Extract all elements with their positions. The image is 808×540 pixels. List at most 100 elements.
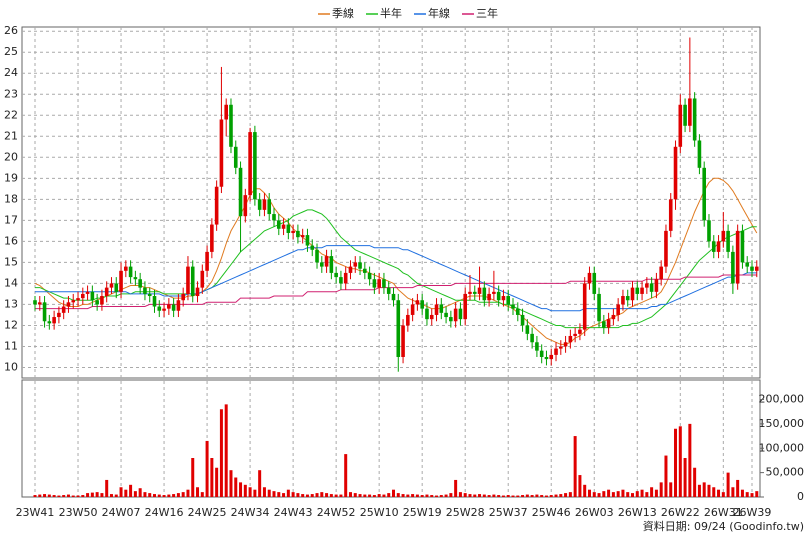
y2-tick-label: 200,000 bbox=[759, 393, 805, 406]
x-tick-label: 25W46 bbox=[532, 506, 571, 519]
volume-bar bbox=[420, 495, 424, 497]
volume-bar bbox=[516, 495, 520, 497]
volume-bar bbox=[478, 494, 482, 497]
volume-bar bbox=[717, 489, 721, 497]
candle-body bbox=[214, 186, 219, 225]
volume-bar bbox=[47, 494, 51, 497]
volume-bar bbox=[315, 493, 319, 497]
candle-body bbox=[143, 287, 147, 294]
volume-bar bbox=[387, 493, 391, 497]
volume-bar bbox=[501, 495, 505, 497]
panel-frame bbox=[21, 379, 761, 498]
volume-bar bbox=[540, 495, 544, 497]
x-tick-label: 24W34 bbox=[231, 506, 270, 519]
volume-bar bbox=[286, 489, 290, 497]
volume-bar bbox=[602, 491, 606, 497]
volume-bar bbox=[425, 494, 429, 497]
candle-body bbox=[377, 279, 381, 288]
candle-body bbox=[348, 266, 353, 273]
legend-label: 季線 bbox=[332, 6, 354, 20]
candle-body bbox=[61, 306, 66, 313]
candle-body bbox=[42, 302, 47, 322]
y-tick-label: 14 bbox=[4, 276, 18, 289]
candle-body bbox=[563, 342, 568, 347]
candle-body bbox=[171, 304, 176, 311]
candle-body bbox=[396, 300, 401, 357]
volume-bar bbox=[215, 467, 219, 497]
candle-body bbox=[71, 300, 76, 303]
candle-body bbox=[501, 296, 506, 301]
volume-bar bbox=[664, 455, 668, 497]
volume-bar bbox=[439, 495, 443, 497]
candle-body bbox=[692, 98, 697, 141]
volume-bar bbox=[449, 493, 453, 497]
candle-body bbox=[463, 293, 467, 320]
candle-body bbox=[195, 287, 200, 297]
candle-body bbox=[128, 266, 133, 278]
candle-body bbox=[544, 356, 549, 360]
volume-bar bbox=[320, 492, 324, 497]
volume-bar bbox=[57, 495, 61, 497]
candle-body bbox=[549, 354, 554, 360]
candle-body bbox=[248, 132, 252, 196]
volume-bar bbox=[401, 494, 405, 497]
candle-body bbox=[186, 266, 190, 294]
volume-bar bbox=[721, 492, 725, 497]
volume-bar bbox=[487, 495, 491, 497]
volume-bar bbox=[243, 484, 247, 497]
candle-body bbox=[124, 266, 128, 271]
volume-bar bbox=[191, 458, 195, 497]
volume-bar bbox=[267, 489, 271, 497]
y2-tick-label: 100,000 bbox=[759, 441, 805, 454]
candle-body bbox=[449, 317, 453, 322]
volume-bar bbox=[200, 492, 204, 497]
volume-bar bbox=[669, 482, 673, 497]
candle-body bbox=[726, 230, 730, 252]
volume-bar bbox=[377, 494, 381, 497]
volume-bar bbox=[277, 492, 281, 497]
volume-bar bbox=[272, 491, 276, 497]
volume-bar bbox=[454, 479, 458, 497]
volume-bar bbox=[90, 492, 94, 497]
volume-bar bbox=[573, 436, 577, 497]
volume-bar bbox=[688, 423, 692, 497]
ma-line bbox=[34, 177, 758, 345]
volume-bar bbox=[196, 487, 200, 497]
volume-bar bbox=[109, 494, 113, 497]
volume-bar bbox=[76, 495, 80, 497]
volume-bar bbox=[310, 494, 314, 497]
candle-body bbox=[109, 283, 114, 288]
volume-bar bbox=[435, 495, 439, 497]
candle-body bbox=[324, 256, 329, 267]
volume-bar bbox=[693, 467, 697, 497]
candle-body bbox=[654, 279, 659, 292]
candle-body bbox=[315, 249, 319, 263]
candle-body bbox=[731, 251, 735, 284]
x-tick-label: 24W25 bbox=[188, 506, 227, 519]
candle-body bbox=[167, 304, 171, 309]
candle-body bbox=[750, 266, 754, 271]
candle-body bbox=[47, 321, 52, 324]
y-tick-label: 15 bbox=[4, 255, 18, 268]
volume-bar bbox=[52, 495, 56, 497]
volume-bar bbox=[305, 494, 309, 497]
candle-body bbox=[320, 262, 324, 267]
volume-bar bbox=[392, 489, 395, 497]
volume-bar bbox=[587, 489, 591, 497]
candle-body bbox=[539, 350, 544, 357]
volume-bar bbox=[549, 495, 553, 497]
volume-bar bbox=[205, 440, 209, 497]
volume-bar bbox=[253, 489, 257, 497]
candle-body bbox=[664, 230, 668, 267]
y-tick-label: 19 bbox=[4, 171, 18, 184]
candle-body bbox=[702, 167, 706, 221]
y-tick-label: 10 bbox=[4, 360, 18, 373]
x-tick-label: 26W13 bbox=[618, 506, 657, 519]
x-tick-label: 24W52 bbox=[317, 506, 356, 519]
candle-body bbox=[267, 199, 272, 215]
candle-body bbox=[76, 298, 80, 301]
candle-body bbox=[181, 293, 185, 301]
candle-body bbox=[224, 104, 228, 120]
volume-bar bbox=[611, 492, 615, 497]
candle-body bbox=[85, 291, 90, 294]
